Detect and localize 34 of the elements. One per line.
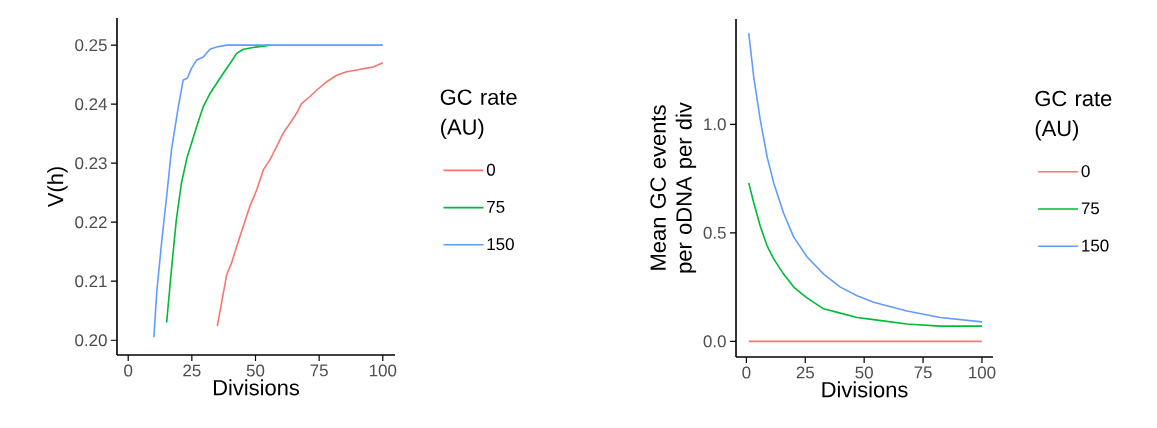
line-series: [747, 32, 983, 323]
y-tick-label: 0.0: [703, 335, 726, 348]
x-tick-label: 100: [369, 364, 397, 377]
y-tick-label: 1.0: [704, 118, 726, 131]
legend-title: GC rate (AU): [1035, 90, 1112, 141]
x-tick-label: 25: [183, 364, 201, 377]
y-tick-label: 0.24: [75, 98, 107, 111]
x-tick-label: 75: [914, 366, 932, 379]
legend-label: 0: [486, 163, 496, 176]
x-axis-title: Divisions: [822, 381, 908, 398]
legend-label: 150: [1082, 239, 1109, 252]
legend-label: 150: [487, 238, 514, 251]
y-tick-label: 0.22: [75, 216, 107, 229]
line-series: [216, 62, 384, 327]
y-tick-label: 0.21: [75, 275, 107, 288]
x-tick-label: 25: [796, 366, 814, 379]
x-tick-label: 100: [969, 366, 996, 379]
x-tick-label: 0: [124, 364, 133, 377]
legend-label: 75: [487, 201, 505, 213]
x-tick-label: 50: [855, 366, 873, 379]
x-tick-label: 50: [246, 364, 265, 377]
x-axis-title: Divisions: [213, 379, 300, 396]
y-axis-title: V(h): [47, 167, 68, 208]
x-tick-label: 75: [310, 364, 328, 377]
y-tick-label: 0.25: [75, 39, 107, 52]
legend-label: 0: [1081, 165, 1090, 178]
legend-label: 75: [1081, 202, 1100, 215]
y-tick-label: 0.20: [75, 334, 107, 347]
y-tick-label: 0.23: [75, 157, 107, 170]
x-tick-label: 0: [742, 366, 751, 379]
legend-title: GC rate (AU): [440, 89, 517, 140]
y-tick-label: 0.5: [703, 226, 726, 239]
line-series: [747, 182, 983, 327]
y-axis-title: Mean GC events per oDNA per div: [650, 102, 697, 273]
